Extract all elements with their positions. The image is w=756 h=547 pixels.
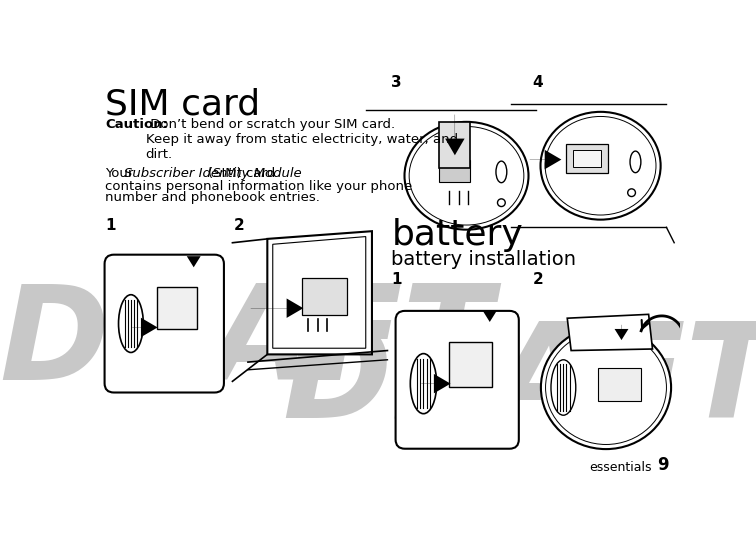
- FancyBboxPatch shape: [395, 311, 519, 449]
- FancyBboxPatch shape: [104, 255, 224, 393]
- FancyBboxPatch shape: [574, 150, 600, 167]
- Text: Don’t bend or scratch your SIM card.
Keep it away from static electricity, water: Don’t bend or scratch your SIM card. Kee…: [146, 118, 458, 161]
- Text: 4: 4: [532, 75, 543, 90]
- FancyBboxPatch shape: [565, 144, 609, 173]
- Ellipse shape: [630, 151, 641, 173]
- Ellipse shape: [497, 199, 505, 207]
- Text: contains personal information like your phone: contains personal information like your …: [105, 179, 413, 193]
- Ellipse shape: [541, 112, 661, 220]
- FancyBboxPatch shape: [598, 368, 641, 400]
- Ellipse shape: [551, 360, 576, 415]
- FancyBboxPatch shape: [450, 342, 492, 387]
- Text: 9: 9: [657, 456, 669, 474]
- Text: battery: battery: [392, 218, 523, 252]
- Text: 2: 2: [234, 218, 245, 233]
- Text: battery installation: battery installation: [392, 251, 576, 270]
- FancyBboxPatch shape: [302, 278, 347, 315]
- Text: 3: 3: [392, 75, 402, 90]
- Polygon shape: [567, 315, 652, 351]
- FancyBboxPatch shape: [439, 160, 470, 182]
- Text: SIM card: SIM card: [105, 87, 261, 121]
- Ellipse shape: [627, 189, 636, 196]
- Polygon shape: [268, 231, 372, 354]
- Ellipse shape: [404, 122, 528, 230]
- Ellipse shape: [541, 326, 671, 449]
- Text: 1: 1: [392, 272, 402, 287]
- FancyBboxPatch shape: [156, 287, 197, 329]
- Text: Subscriber Identity Module: Subscriber Identity Module: [124, 167, 302, 181]
- Text: Your: Your: [105, 167, 138, 181]
- Ellipse shape: [119, 295, 144, 352]
- FancyBboxPatch shape: [439, 122, 470, 168]
- Text: essentials: essentials: [589, 461, 652, 474]
- Ellipse shape: [411, 353, 437, 414]
- Text: 2: 2: [532, 272, 543, 287]
- Text: (SIM) card: (SIM) card: [209, 167, 276, 181]
- Ellipse shape: [496, 161, 507, 183]
- Text: 1: 1: [105, 218, 116, 233]
- Text: number and phonebook entries.: number and phonebook entries.: [105, 191, 321, 204]
- Text: DRAFT: DRAFT: [282, 318, 756, 445]
- Text: Caution:: Caution:: [105, 118, 169, 131]
- Text: DRAFT: DRAFT: [0, 280, 492, 406]
